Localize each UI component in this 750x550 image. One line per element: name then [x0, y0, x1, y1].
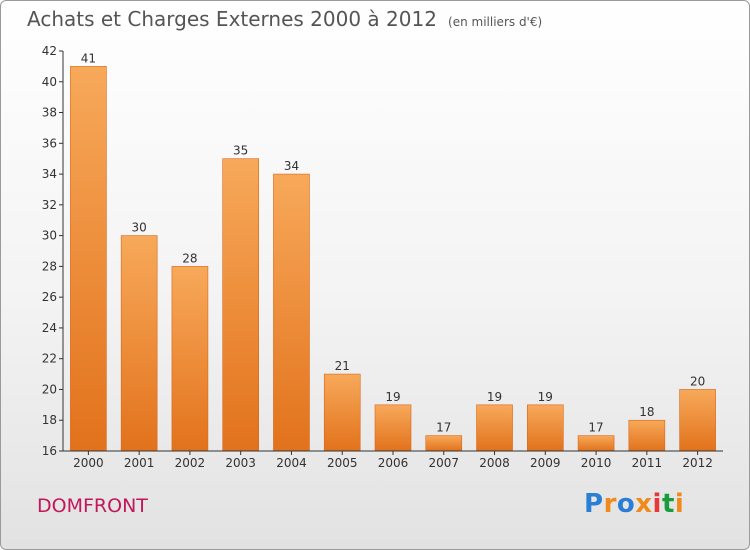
bar-2000 — [70, 66, 107, 452]
logo-letter: i — [674, 489, 685, 519]
bar-2004 — [273, 173, 310, 452]
data-label-2009: 19 — [538, 390, 553, 404]
logo-letter: i — [652, 489, 662, 519]
data-label-2005: 21 — [335, 359, 350, 373]
chart-title: Achats et Charges Externes 2000 à 2012 — [27, 7, 437, 31]
y-tick-label-32: 32 — [42, 198, 57, 212]
y-tick-label-38: 38 — [42, 106, 57, 120]
y-tick-label-36: 36 — [42, 136, 57, 150]
x-tick-label-2002: 2002 — [175, 456, 206, 470]
logo-letter: P — [584, 489, 604, 519]
y-tick-label-42: 42 — [42, 44, 57, 58]
y-tick-label-34: 34 — [42, 167, 57, 181]
logo-letter: o — [616, 489, 636, 519]
y-tick-label-18: 18 — [42, 413, 57, 427]
x-tick-label-2005: 2005 — [327, 456, 358, 470]
data-label-2004: 34 — [284, 159, 299, 173]
bar-2005 — [323, 373, 361, 452]
logo-letter: t — [661, 489, 675, 519]
x-tick-label-2012: 2012 — [682, 456, 713, 470]
data-label-2001: 30 — [132, 221, 147, 235]
y-tick-label-28: 28 — [42, 259, 57, 273]
x-tick-label-2003: 2003 — [225, 456, 256, 470]
x-tick-label-2011: 2011 — [632, 456, 663, 470]
bar-2003 — [222, 158, 259, 452]
bar-2007 — [425, 435, 463, 452]
bar-2012 — [679, 389, 716, 452]
x-tick-label-2000: 2000 — [73, 456, 104, 470]
logo-letter: r — [603, 489, 617, 519]
commune-name: DOMFRONT — [37, 495, 148, 517]
chart-title-block: Achats et Charges Externes 2000 à 2012 (… — [27, 7, 542, 31]
bars-group: 41 30 28 35 34 21 19 17 19 19 17 18 20 — [70, 51, 716, 452]
bar-2008 — [476, 404, 513, 452]
bar-2001 — [120, 235, 158, 452]
y-tick-label-22: 22 — [42, 352, 57, 366]
data-label-2011: 18 — [639, 405, 654, 419]
y-tick-label-30: 30 — [42, 229, 57, 243]
x-tick-label-2008: 2008 — [479, 456, 510, 470]
bar-2006 — [374, 404, 412, 452]
bar-2009 — [527, 404, 564, 452]
x-tick-label-2007: 2007 — [428, 456, 459, 470]
data-label-2007: 17 — [436, 421, 451, 435]
y-tick-label-20: 20 — [42, 382, 57, 396]
data-label-2012: 20 — [690, 374, 705, 388]
proxiti-logo: Proxiti — [584, 489, 684, 519]
x-tick-label-2009: 2009 — [530, 456, 561, 470]
y-tick-label-40: 40 — [42, 75, 57, 89]
bar-2002 — [171, 266, 209, 452]
data-label-2000: 41 — [81, 51, 96, 65]
y-tick-label-24: 24 — [42, 321, 57, 335]
data-label-2008: 19 — [487, 390, 502, 404]
data-label-2010: 17 — [588, 421, 603, 435]
y-tick-label-26: 26 — [42, 290, 57, 304]
data-label-2003: 35 — [233, 144, 248, 158]
y-tick-label-16: 16 — [42, 444, 57, 458]
x-tick-label-2004: 2004 — [276, 456, 307, 470]
chart-unit: (en milliers d'€) — [448, 15, 543, 29]
logo-letter: x — [635, 489, 653, 519]
bar-2010 — [577, 435, 615, 452]
data-label-2002: 28 — [182, 251, 197, 265]
x-tick-label-2010: 2010 — [581, 456, 612, 470]
bar-2011 — [628, 419, 666, 452]
x-tick-label-2001: 2001 — [124, 456, 155, 470]
axes-group: 2000 2001 2002 2003 2004 2005 2006 2007 2008 2009… — [42, 44, 723, 470]
data-label-2006: 19 — [385, 390, 400, 404]
x-tick-label-2006: 2006 — [378, 456, 409, 470]
